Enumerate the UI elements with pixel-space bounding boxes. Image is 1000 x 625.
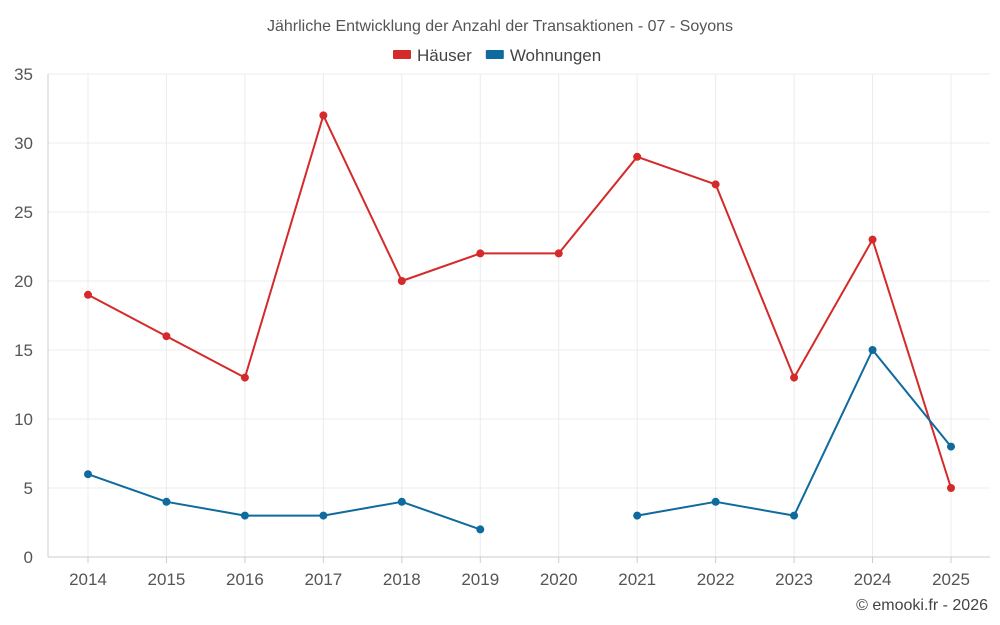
x-tick-label: 2021 <box>618 570 656 589</box>
data-point[interactable] <box>162 332 171 341</box>
x-tick-label: 2014 <box>69 570 107 589</box>
data-point[interactable] <box>711 180 720 189</box>
x-tick-label: 2019 <box>461 570 499 589</box>
legend-item[interactable]: Wohnungen <box>485 46 601 65</box>
data-point[interactable] <box>868 235 877 244</box>
x-tick-label: 2022 <box>697 570 735 589</box>
data-point[interactable] <box>711 497 720 506</box>
grid-lines <box>47 73 990 558</box>
x-tick-label: 2025 <box>932 570 970 589</box>
data-point[interactable] <box>633 152 642 161</box>
x-tick-label: 2018 <box>383 570 421 589</box>
y-tick-label: 5 <box>24 479 33 498</box>
data-point[interactable] <box>240 511 249 520</box>
series-häuser <box>84 111 955 492</box>
y-tick-label: 0 <box>24 548 33 567</box>
series-line <box>87 473 481 531</box>
legend-item[interactable]: Häuser <box>393 46 472 65</box>
y-tick-label: 25 <box>14 203 33 222</box>
y-tick-label: 10 <box>14 410 33 429</box>
data-point[interactable] <box>162 497 171 506</box>
y-tick-label: 30 <box>14 134 33 153</box>
legend: Häuser Wohnungen <box>393 46 601 65</box>
legend-label: Wohnungen <box>510 46 601 65</box>
data-point[interactable] <box>397 277 406 285</box>
data-point[interactable] <box>633 511 642 520</box>
legend-label: Häuser <box>417 46 472 65</box>
data-point[interactable] <box>947 442 955 451</box>
x-tick-label: 2024 <box>854 570 892 589</box>
data-point[interactable] <box>84 290 92 299</box>
data-point[interactable] <box>790 373 799 382</box>
series-layer <box>84 111 955 534</box>
series-line <box>87 114 952 489</box>
credit-text: © emooki.fr - 2026 <box>856 597 988 614</box>
data-point[interactable] <box>84 470 92 479</box>
y-tick-label: 35 <box>14 65 33 84</box>
data-point[interactable] <box>868 346 877 354</box>
x-axis: 2014 2015 2016 2017 2018 2019 2020 2021 2022 2023… <box>69 557 970 589</box>
data-point[interactable] <box>397 497 406 506</box>
x-tick-label: 2020 <box>540 570 578 589</box>
data-point[interactable] <box>319 111 328 120</box>
data-point[interactable] <box>476 249 485 258</box>
data-point[interactable] <box>554 249 563 258</box>
x-tick-label: 2017 <box>304 570 342 589</box>
y-tick-label: 20 <box>14 272 33 291</box>
chart-title: Jährliche Entwicklung der Anzahl der Tra… <box>267 18 733 35</box>
y-tick-label: 15 <box>14 341 33 360</box>
series-wohnungen <box>84 346 955 534</box>
data-point[interactable] <box>476 525 485 534</box>
x-tick-label: 2015 <box>148 570 186 589</box>
x-tick-label: 2023 <box>775 570 813 589</box>
x-tick-label: 2016 <box>226 570 264 589</box>
data-point[interactable] <box>319 511 328 520</box>
data-point[interactable] <box>947 484 955 492</box>
legend-swatch <box>393 50 411 59</box>
y-axis: 0 5 10 15 20 25 30 35 <box>14 65 33 567</box>
legend-swatch <box>485 50 504 59</box>
data-point[interactable] <box>240 373 249 382</box>
data-point[interactable] <box>790 511 799 520</box>
